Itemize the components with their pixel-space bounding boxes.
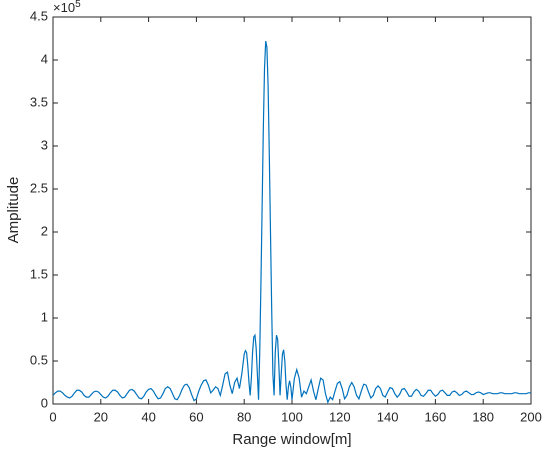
- x-tick-label: 120: [329, 409, 351, 424]
- y-tick-label: 0: [41, 395, 48, 410]
- plot-box: [52, 16, 532, 405]
- y-multiplier-base: ×10: [53, 0, 75, 15]
- y-tick-label: 0.5: [30, 352, 48, 367]
- x-tick-label: 0: [49, 409, 56, 424]
- x-tick-label: 100: [281, 409, 303, 424]
- data-line: [52, 40, 531, 405]
- y-tick-label: 2: [41, 223, 48, 238]
- x-tick-label: 80: [237, 409, 251, 424]
- x-tick-label: 140: [377, 409, 399, 424]
- y-tick-label: 1.5: [30, 266, 48, 281]
- x-tick-label: 40: [141, 409, 155, 424]
- x-tick-label: 60: [189, 409, 203, 424]
- y-tick-label: 4.5: [30, 8, 48, 23]
- y-axis-label: Amplitude: [5, 177, 22, 244]
- x-tick-label: 20: [94, 409, 108, 424]
- x-tick-label: 160: [425, 409, 447, 424]
- y-multiplier: ×105: [53, 0, 81, 15]
- y-tick-label: 1: [41, 309, 48, 324]
- y-multiplier-exponent: 5: [75, 0, 81, 10]
- x-axis-label: Range window[m]: [232, 431, 351, 448]
- x-tick-label: 180: [472, 409, 494, 424]
- y-tick-label: 2.5: [30, 180, 48, 195]
- y-tick-label: 4: [41, 51, 48, 66]
- y-tick-label: 3: [41, 137, 48, 152]
- x-tick-label: 200: [520, 409, 542, 424]
- y-tick-label: 3.5: [30, 94, 48, 109]
